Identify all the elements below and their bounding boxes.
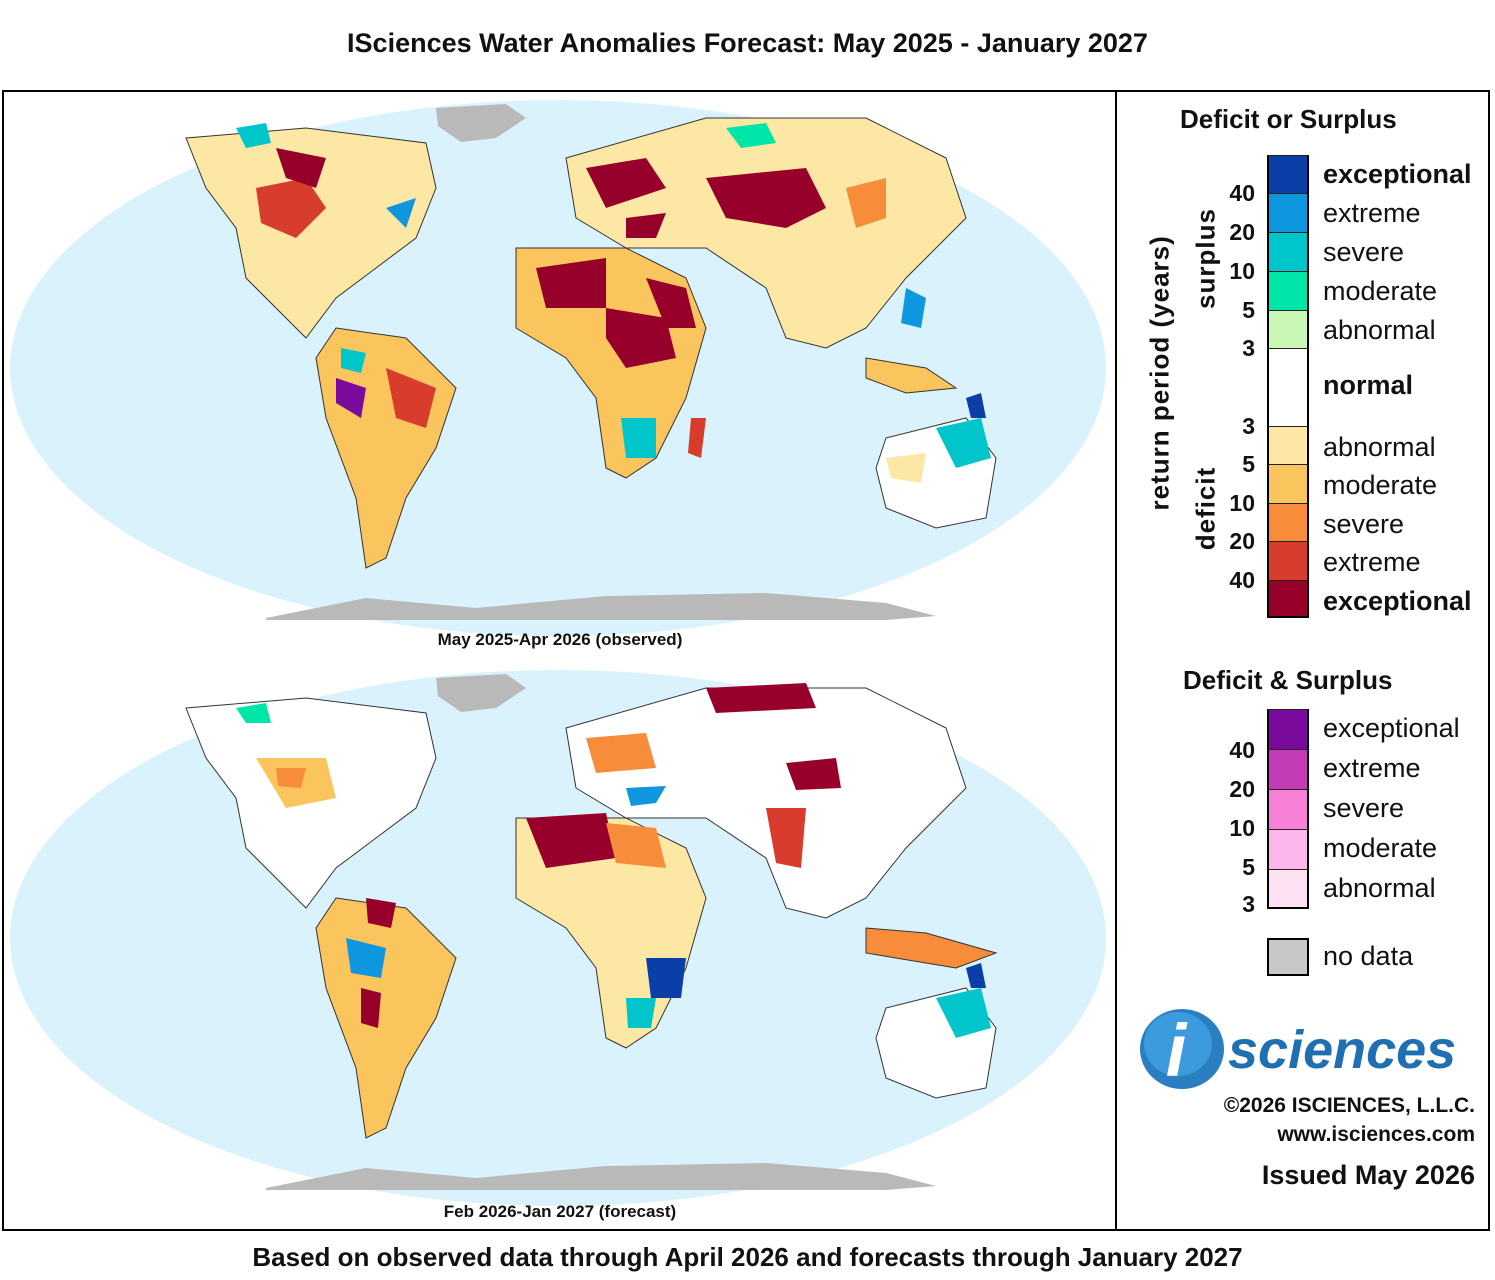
label-surplus-moderate: moderate: [1323, 276, 1438, 306]
both-threshold-10: 10: [1229, 815, 1255, 841]
eurasia: [565, 117, 967, 349]
antarctica-no-data: [266, 593, 936, 620]
deficit-threshold-10: 10: [1229, 490, 1255, 516]
forecast-map-caption: Feb 2026-Jan 2027 (forecast): [443, 1202, 677, 1221]
swatch-both-severe: [1267, 789, 1309, 829]
label-deficit-abnormal: abnormal: [1323, 432, 1436, 462]
logo-wordmark: sciences: [1228, 1020, 1456, 1080]
legend-title-deficit-or-surplus: Deficit or Surplus: [1180, 104, 1397, 134]
observed-map-caption: May 2025-Apr 2026 (observed): [437, 630, 683, 649]
swatch-no-data: [1267, 938, 1309, 976]
legend-divider: [1115, 90, 1117, 1231]
swatch-deficit-extreme: [1267, 541, 1309, 580]
return-period-axis-label: return period (years): [1144, 235, 1175, 511]
north-america: [185, 127, 437, 339]
surplus-threshold-40: 40: [1229, 180, 1255, 206]
observed-anomaly-map: [10, 100, 1106, 636]
swatch-deficit-exceptional: [1267, 580, 1309, 618]
label-surplus-extreme: extreme: [1323, 198, 1421, 228]
footer-note: Based on observed data through April 202…: [252, 1242, 1243, 1272]
label-deficit-severe: severe: [1323, 509, 1405, 539]
both-threshold-3: 3: [1242, 891, 1255, 917]
antarctica-no-data: [266, 1163, 936, 1190]
surplus-threshold-10: 10: [1229, 258, 1255, 284]
figure-frame: [2, 90, 1490, 1231]
forecast-anomaly-map: [10, 670, 1106, 1206]
both-threshold-40: 40: [1229, 737, 1255, 763]
label-both-severe: severe: [1323, 793, 1405, 823]
label-both-exceptional: exceptional: [1323, 713, 1460, 743]
label-surplus-exceptional: exceptional: [1323, 159, 1472, 189]
swatch-deficit-moderate: [1267, 464, 1309, 503]
swatch-normal: [1267, 348, 1309, 426]
swatch-surplus-exceptional: [1267, 155, 1309, 193]
eurasia: [565, 687, 967, 919]
greenland-no-data: [436, 674, 526, 712]
label-surplus-severe: severe: [1323, 237, 1405, 267]
label-both-moderate: moderate: [1323, 833, 1438, 863]
swatch-surplus-extreme: [1267, 193, 1309, 232]
label-deficit-moderate: moderate: [1323, 470, 1438, 500]
logo-letter: i: [1166, 1009, 1188, 1092]
legend-title-deficit-and-surplus: Deficit & Surplus: [1183, 665, 1393, 695]
swatch-surplus-abnormal: [1267, 310, 1309, 348]
label-surplus-abnormal: abnormal: [1323, 315, 1436, 345]
issued-date: Issued May 2026: [1261, 1160, 1475, 1190]
surplus-threshold-20: 20: [1229, 219, 1255, 245]
copyright: ©2026 ISCIENCES, L.L.C.: [1223, 1094, 1475, 1117]
deficit-threshold-20: 20: [1229, 528, 1255, 554]
deficit-threshold-5: 5: [1242, 451, 1255, 477]
label-both-extreme: extreme: [1323, 753, 1421, 783]
label-deficit-exceptional: exceptional: [1323, 586, 1472, 616]
greenland-no-data: [436, 104, 526, 142]
surplus-threshold-5: 5: [1242, 297, 1255, 323]
label-normal: normal: [1323, 370, 1414, 400]
label-deficit-extreme: extreme: [1323, 547, 1421, 577]
isciences-logo: i sciences: [1140, 1009, 1456, 1092]
swatch-both-abnormal: [1267, 869, 1309, 909]
deficit-threshold-40: 40: [1229, 567, 1255, 593]
swatch-surplus-severe: [1267, 232, 1309, 271]
both-threshold-20: 20: [1229, 776, 1255, 802]
swatch-both-moderate: [1267, 829, 1309, 869]
swatch-surplus-moderate: [1267, 271, 1309, 310]
website[interactable]: www.isciences.com: [1277, 1123, 1475, 1146]
swatch-both-extreme: [1267, 749, 1309, 789]
both-threshold-5: 5: [1242, 854, 1255, 880]
swatch-deficit-severe: [1267, 503, 1309, 541]
swatch-both-exceptional: [1267, 709, 1309, 749]
label-both-abnormal: abnormal: [1323, 873, 1436, 903]
deficit-threshold-3: 3: [1242, 413, 1255, 439]
swatch-deficit-abnormal: [1267, 426, 1309, 464]
label-no-data: no data: [1323, 941, 1414, 971]
page-title: ISciences Water Anomalies Forecast: May …: [347, 28, 1148, 58]
surplus-threshold-3: 3: [1242, 335, 1255, 361]
